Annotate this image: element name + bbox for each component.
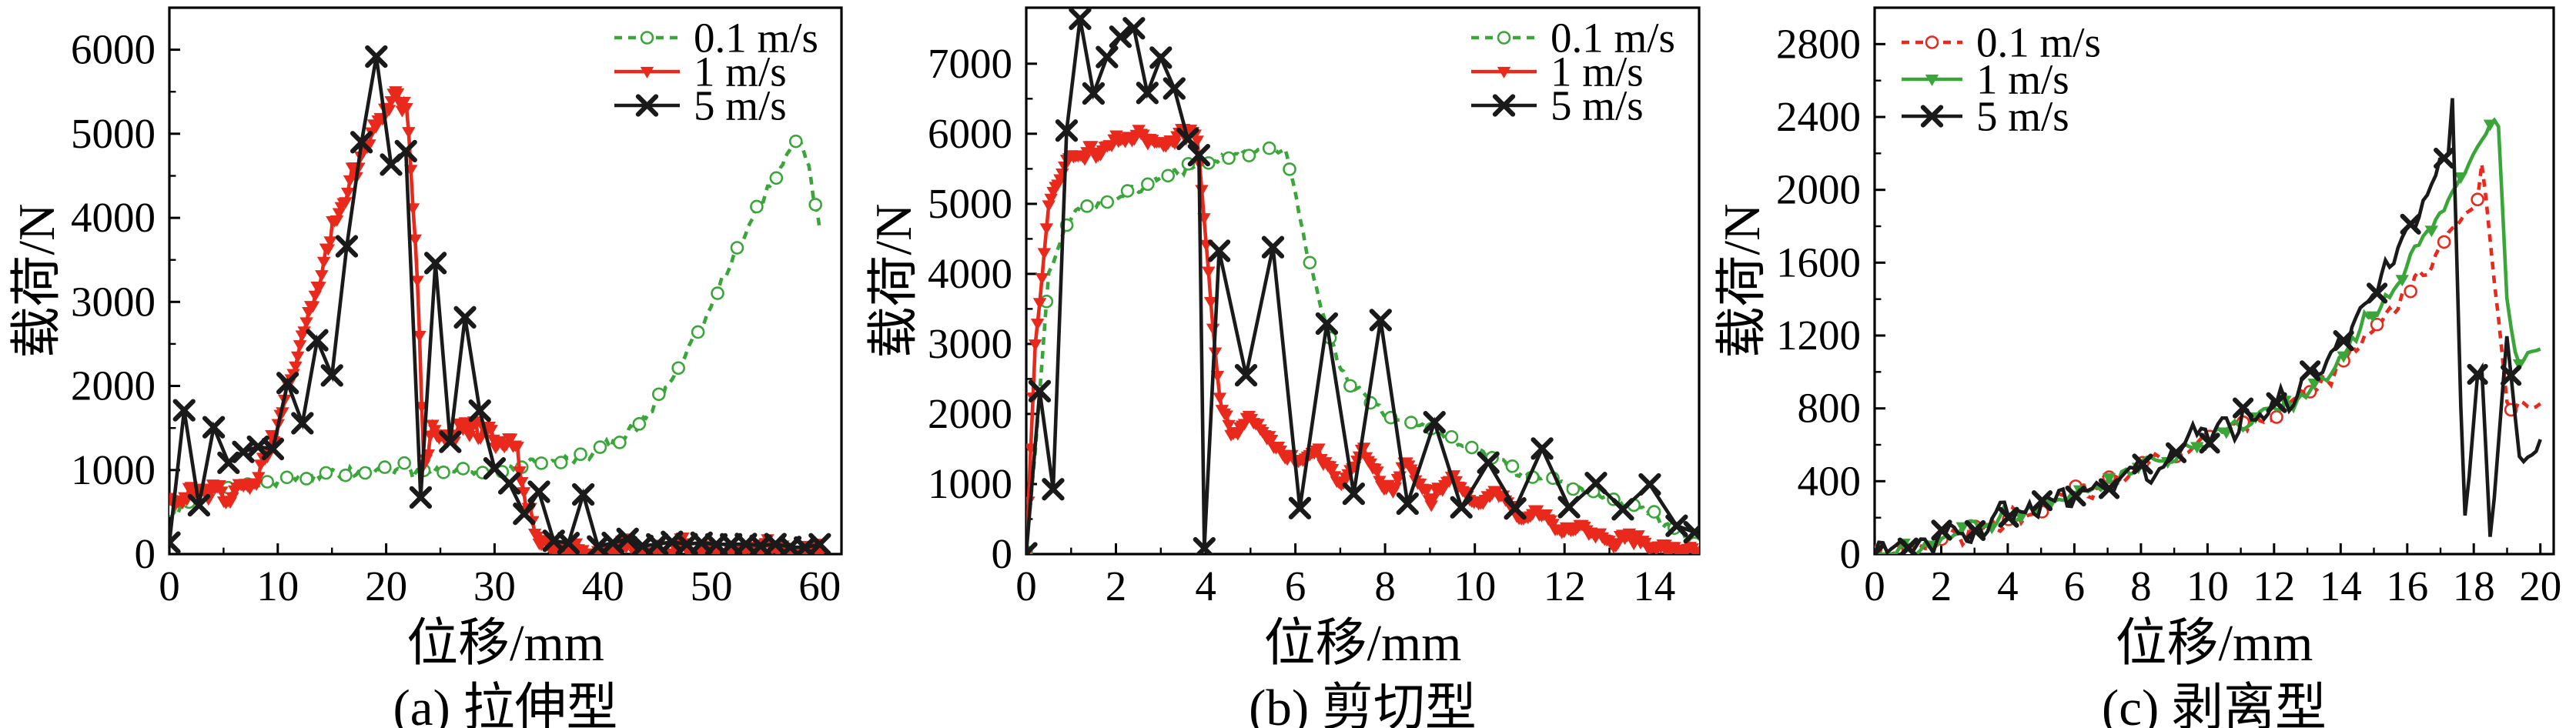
svg-text:12: 12 — [2253, 563, 2295, 609]
svg-text:12: 12 — [1544, 563, 1586, 609]
svg-text:8: 8 — [1374, 563, 1396, 609]
svg-text:载荷/N: 载荷/N — [1714, 204, 1771, 359]
svg-text:5 m/s: 5 m/s — [694, 82, 787, 129]
svg-text:6000: 6000 — [71, 26, 156, 73]
svg-text:0: 0 — [159, 563, 180, 609]
svg-text:1000: 1000 — [928, 460, 1012, 507]
svg-text:6: 6 — [1285, 563, 1306, 609]
svg-text:(a) 拉伸型: (a) 拉伸型 — [393, 680, 617, 728]
svg-text:2000: 2000 — [928, 390, 1012, 437]
svg-text:6: 6 — [2064, 563, 2086, 609]
svg-text:10: 10 — [2186, 563, 2229, 609]
svg-text:0: 0 — [135, 530, 156, 577]
svg-text:30: 30 — [473, 563, 516, 609]
svg-text:5 m/s: 5 m/s — [1551, 82, 1644, 129]
svg-text:10: 10 — [256, 563, 299, 609]
svg-text:载荷/N: 载荷/N — [8, 204, 65, 359]
svg-text:50: 50 — [691, 563, 733, 609]
svg-text:20: 20 — [2519, 563, 2561, 609]
svg-text:16: 16 — [2386, 563, 2428, 609]
svg-text:14: 14 — [2320, 563, 2362, 609]
svg-text:2: 2 — [1931, 563, 1952, 609]
svg-text:14: 14 — [1633, 563, 1675, 609]
svg-text:4000: 4000 — [71, 194, 156, 241]
svg-text:20: 20 — [365, 563, 407, 609]
svg-text:3000: 3000 — [71, 278, 156, 325]
svg-text:4: 4 — [1997, 563, 2019, 609]
svg-text:5000: 5000 — [71, 110, 156, 157]
svg-text:0: 0 — [1015, 563, 1037, 609]
svg-text:5000: 5000 — [928, 180, 1012, 227]
svg-text:4000: 4000 — [928, 250, 1012, 297]
svg-text:400: 400 — [1798, 457, 1862, 504]
svg-text:载荷/N: 载荷/N — [865, 204, 922, 359]
svg-text:位移/mm: 位移/mm — [2116, 615, 2313, 672]
svg-text:2800: 2800 — [1776, 20, 1861, 67]
svg-text:1200: 1200 — [1776, 312, 1861, 359]
svg-text:(b) 剪切型: (b) 剪切型 — [1249, 680, 1477, 728]
svg-text:18: 18 — [2453, 563, 2495, 609]
svg-text:2000: 2000 — [1776, 166, 1861, 213]
svg-text:1600: 1600 — [1776, 239, 1861, 286]
svg-text:10: 10 — [1454, 563, 1496, 609]
svg-text:2: 2 — [1106, 563, 1127, 609]
svg-text:4: 4 — [1195, 563, 1216, 609]
svg-text:位移/mm: 位移/mm — [1264, 615, 1462, 672]
svg-text:1000: 1000 — [71, 446, 156, 493]
svg-text:60: 60 — [798, 563, 841, 609]
svg-text:位移/mm: 位移/mm — [406, 615, 604, 672]
svg-text:(c) 剥离型: (c) 剥离型 — [2102, 680, 2327, 728]
svg-text:6000: 6000 — [928, 110, 1012, 157]
svg-text:2400: 2400 — [1776, 93, 1861, 140]
svg-text:40: 40 — [582, 563, 624, 609]
svg-text:0: 0 — [1840, 530, 1862, 577]
svg-text:800: 800 — [1798, 385, 1862, 432]
svg-text:0: 0 — [992, 530, 1013, 577]
svg-text:5 m/s: 5 m/s — [1976, 93, 2069, 140]
svg-text:2000: 2000 — [71, 362, 156, 409]
svg-text:8: 8 — [2130, 563, 2152, 609]
svg-text:3000: 3000 — [928, 320, 1012, 367]
svg-text:7000: 7000 — [928, 40, 1012, 87]
svg-text:0: 0 — [1864, 563, 1885, 609]
